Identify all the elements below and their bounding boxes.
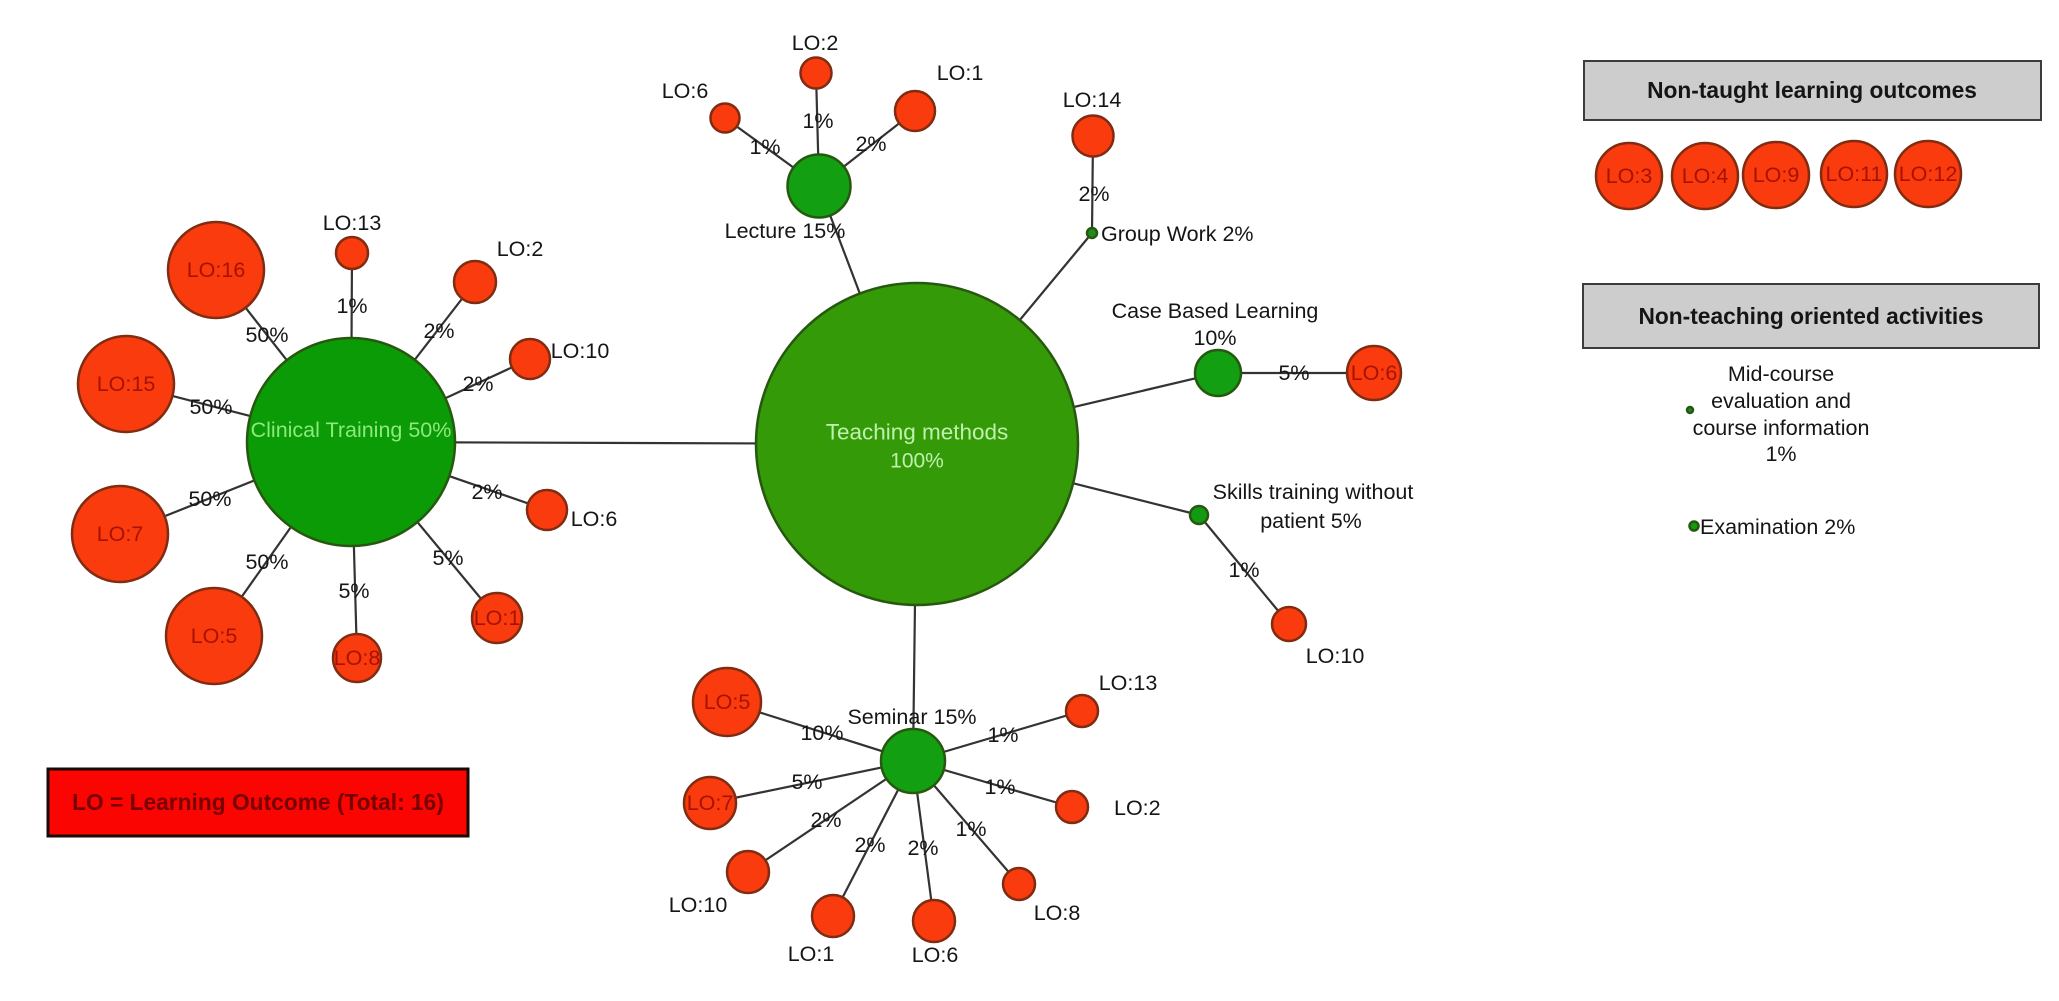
- svg-text:LO:2: LO:2: [792, 31, 839, 55]
- svg-text:2%: 2%: [854, 833, 885, 857]
- svg-text:LO:1: LO:1: [937, 61, 984, 85]
- svg-text:LO:13: LO:13: [1099, 671, 1158, 695]
- svg-text:course information: course information: [1693, 416, 1870, 440]
- svg-text:LO:9: LO:9: [1753, 163, 1800, 187]
- svg-text:2%: 2%: [423, 319, 454, 343]
- svg-text:100%: 100%: [890, 450, 944, 473]
- svg-text:LO:1: LO:1: [788, 942, 835, 966]
- svg-text:1%: 1%: [987, 723, 1018, 747]
- svg-text:LO:1: LO:1: [474, 606, 521, 630]
- svg-text:LO:15: LO:15: [97, 372, 156, 396]
- svg-text:LO:7: LO:7: [97, 522, 144, 546]
- svg-text:Seminar 15%: Seminar 15%: [847, 705, 976, 729]
- svg-text:Teaching methods: Teaching methods: [826, 420, 1009, 445]
- svg-text:5%: 5%: [791, 770, 822, 794]
- svg-text:1%: 1%: [336, 294, 367, 318]
- svg-text:LO:2: LO:2: [497, 237, 544, 261]
- svg-text:5%: 5%: [338, 579, 369, 603]
- svg-text:50%: 50%: [188, 487, 231, 511]
- svg-text:2%: 2%: [471, 480, 502, 504]
- svg-text:LO:16: LO:16: [187, 258, 246, 282]
- svg-text:2%: 2%: [1078, 182, 1109, 206]
- svg-text:LO:8: LO:8: [1034, 901, 1081, 925]
- svg-text:2%: 2%: [810, 808, 841, 832]
- svg-text:LO:10: LO:10: [551, 339, 610, 363]
- svg-text:1%: 1%: [802, 109, 833, 133]
- svg-text:LO:4: LO:4: [1682, 164, 1729, 188]
- svg-text:LO:3: LO:3: [1606, 164, 1653, 188]
- svg-text:10%: 10%: [1193, 326, 1236, 350]
- svg-text:LO:5: LO:5: [704, 690, 751, 714]
- svg-text:Lecture 15%: Lecture 15%: [725, 219, 846, 243]
- svg-text:2%: 2%: [855, 132, 886, 156]
- svg-text:LO:6: LO:6: [571, 507, 618, 531]
- svg-text:LO:13: LO:13: [323, 211, 382, 235]
- svg-text:LO:11: LO:11: [1826, 162, 1883, 186]
- svg-text:Non-taught learning outcomes: Non-taught learning outcomes: [1647, 77, 1977, 103]
- svg-text:LO:7: LO:7: [687, 791, 734, 815]
- svg-text:5%: 5%: [1278, 361, 1309, 385]
- svg-text:LO:2: LO:2: [1114, 796, 1161, 820]
- svg-text:LO:10: LO:10: [1306, 644, 1365, 668]
- svg-text:Group Work 2%: Group Work 2%: [1101, 222, 1254, 246]
- svg-text:50%: 50%: [245, 323, 288, 347]
- svg-text:2%: 2%: [907, 836, 938, 860]
- svg-text:1%: 1%: [955, 817, 986, 841]
- svg-text:2%: 2%: [462, 372, 493, 396]
- svg-text:Clinical Training 50%: Clinical Training 50%: [251, 418, 452, 442]
- svg-text:50%: 50%: [245, 550, 288, 574]
- svg-text:Non-teaching oriented activiti: Non-teaching oriented activities: [1638, 303, 1983, 329]
- svg-text:Examination 2%: Examination 2%: [1700, 515, 1855, 539]
- svg-text:LO:8: LO:8: [334, 646, 381, 670]
- svg-text:LO:14: LO:14: [1063, 88, 1122, 112]
- svg-text:50%: 50%: [189, 395, 232, 419]
- svg-text:LO = Learning Outcome (Total:: LO = Learning Outcome (Total: 16): [72, 789, 444, 815]
- svg-text:patient 5%: patient 5%: [1260, 509, 1362, 533]
- svg-text:1%: 1%: [1765, 442, 1796, 466]
- svg-text:1%: 1%: [984, 775, 1015, 799]
- svg-text:LO:10: LO:10: [669, 893, 728, 917]
- svg-text:Skills training without: Skills training without: [1213, 480, 1414, 504]
- svg-text:10%: 10%: [800, 721, 843, 745]
- svg-text:LO:12: LO:12: [1899, 162, 1958, 186]
- svg-text:evaluation and: evaluation and: [1711, 389, 1851, 413]
- svg-text:1%: 1%: [749, 135, 780, 159]
- svg-text:5%: 5%: [432, 546, 463, 570]
- svg-text:LO:6: LO:6: [912, 943, 959, 967]
- svg-text:LO:6: LO:6: [1351, 361, 1398, 385]
- svg-text:LO:6: LO:6: [662, 79, 709, 103]
- svg-text:1%: 1%: [1228, 558, 1259, 582]
- svg-text:Mid-course: Mid-course: [1728, 362, 1834, 386]
- svg-text:Case Based Learning: Case Based Learning: [1112, 299, 1319, 323]
- svg-text:LO:5: LO:5: [191, 624, 238, 648]
